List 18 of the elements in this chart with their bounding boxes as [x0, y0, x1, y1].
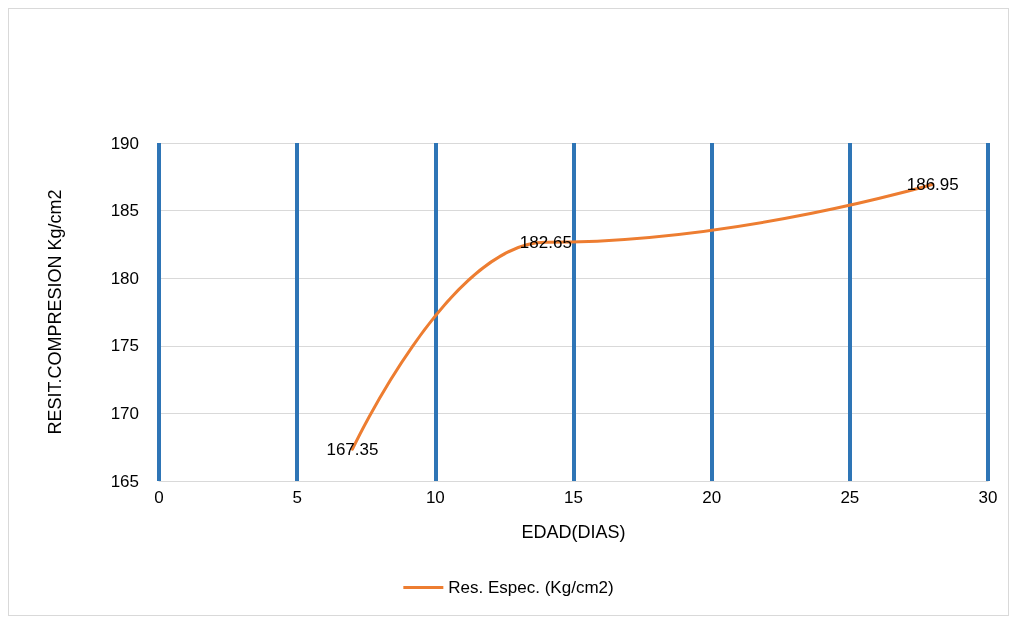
x-tick-label: 0	[154, 488, 164, 507]
y-tick-label: 165	[110, 471, 139, 491]
data-label: 167.35	[326, 439, 379, 459]
x-tick-label: 15	[564, 488, 583, 507]
y-tick-label: 180	[110, 268, 139, 288]
x-tick-label: 25	[840, 488, 860, 507]
y-tick-label: 175	[110, 336, 139, 356]
x-tick-label: 30	[978, 488, 998, 507]
y-tick-label: 170	[110, 403, 139, 423]
x-tick-label: 10	[425, 488, 445, 507]
data-label: 186.95	[906, 174, 959, 194]
x-axis-title: EDAD(DIAS)	[521, 522, 626, 542]
x-tick-label: 5	[292, 488, 302, 507]
y-tick-label: 185	[110, 201, 139, 221]
y-axis-title: RESIT.COMPRESION Kg/cm2	[45, 189, 65, 435]
legend-label: Res. Espec. (Kg/cm2)	[448, 578, 614, 597]
y-tick-label: 190	[110, 133, 139, 153]
x-tick-label: 20	[702, 488, 722, 507]
